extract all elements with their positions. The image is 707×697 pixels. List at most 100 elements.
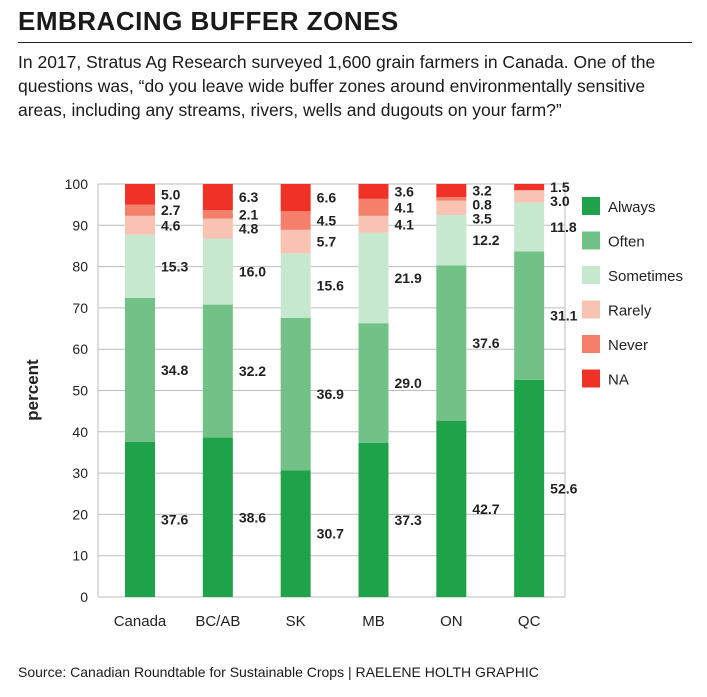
data-label: 5.7 — [317, 234, 337, 250]
bar-segment-never — [125, 204, 155, 216]
y-tick-label: 10 — [72, 548, 88, 564]
bar-segment-na — [125, 184, 155, 205]
bar-segment-sometimes — [436, 214, 467, 266]
title-rule — [18, 42, 692, 43]
data-label: 4.1 — [395, 199, 415, 215]
bar-segment-na — [514, 184, 545, 191]
legend-label: Never — [608, 337, 648, 354]
x-category-label: ON — [440, 613, 463, 630]
bar-segment-na — [358, 184, 389, 199]
x-category-label: MB — [362, 613, 385, 630]
bar-segment-rarely — [125, 215, 155, 235]
data-label: 37.3 — [395, 512, 422, 528]
legend-swatch-rarely — [582, 300, 600, 319]
bar-segment-always — [202, 437, 233, 597]
y-tick-label: 0 — [80, 589, 88, 605]
bar-segment-rarely — [280, 229, 311, 254]
legend-swatch-always — [582, 197, 600, 215]
bar-segment-often — [202, 304, 233, 438]
legend-label: NA — [608, 372, 629, 389]
y-tick-label: 50 — [72, 383, 88, 399]
bar-segment-often — [436, 265, 467, 421]
data-label: 11.8 — [550, 219, 577, 235]
legend-swatch-never — [582, 335, 600, 353]
bar-segment-always — [514, 379, 545, 597]
data-label: 37.6 — [161, 511, 188, 527]
data-label: 29.0 — [395, 375, 422, 391]
bar-segment-rarely — [202, 218, 233, 239]
data-label: 4.6 — [161, 217, 181, 233]
legend-label: Sometimes — [608, 268, 683, 285]
x-axis-categories: Canada BC/AB SK MB ON QC — [114, 613, 541, 630]
y-tick-label: 40 — [72, 424, 88, 440]
data-label: 3.6 — [395, 183, 415, 199]
data-label: 15.6 — [317, 278, 344, 294]
data-label: 30.7 — [317, 526, 344, 542]
data-label: 32.2 — [239, 363, 266, 379]
data-label: 31.1 — [550, 308, 577, 324]
data-label: 4.1 — [395, 216, 415, 232]
bar-segment-sometimes — [125, 234, 155, 298]
bar-segment-sometimes — [202, 238, 233, 305]
data-label: 2.1 — [239, 206, 259, 222]
data-label: 21.9 — [395, 270, 422, 286]
x-category-label: Canada — [114, 613, 167, 630]
bar-segment-sometimes — [514, 202, 545, 252]
y-tick-label: 20 — [72, 506, 88, 522]
data-label: 52.6 — [550, 480, 577, 496]
data-label: 4.8 — [239, 221, 259, 237]
data-label: 12.2 — [472, 232, 499, 248]
y-tick-label: 60 — [72, 341, 88, 357]
bar-segment-rarely — [514, 190, 545, 203]
bar-segment-always — [125, 441, 155, 597]
source-credit: Source: Canadian Roundtable for Sustaina… — [18, 664, 539, 680]
legend-label: Rarely — [608, 303, 652, 320]
data-label: 6.3 — [239, 189, 259, 205]
data-label: 38.6 — [239, 509, 266, 525]
data-labels: 5.02.74.6 15.3 34.8 37.6 6.32.14.8 16.0 32.2 38… — [161, 179, 578, 542]
data-label: 37.6 — [472, 335, 499, 351]
bar-segment-na — [280, 184, 311, 212]
data-label: 1.5 — [550, 179, 570, 195]
bars — [125, 184, 545, 597]
intro-text: In 2017, Stratus Ag Research surveyed 1,… — [18, 52, 656, 120]
legend-swatch-na — [582, 369, 600, 388]
bar-segment-never — [280, 211, 311, 230]
bar-segment-never — [436, 197, 467, 201]
bar-segment-often — [514, 251, 545, 380]
bar-segment-never — [202, 210, 233, 219]
data-label: 16.0 — [239, 264, 266, 280]
legend-swatch-often — [582, 231, 600, 250]
gridlines — [97, 183, 566, 598]
bar-segment-often — [280, 317, 311, 471]
data-label: 3.0 — [550, 193, 570, 209]
bar-segment-always — [280, 470, 311, 597]
data-label: 2.7 — [161, 202, 181, 218]
data-label: 36.9 — [317, 386, 344, 402]
bar-segment-na — [436, 184, 467, 198]
y-axis-ticks: 0 10 20 30 40 50 60 70 80 90 100 — [65, 176, 89, 605]
y-tick-label: 80 — [72, 259, 88, 275]
data-label: 42.7 — [472, 501, 499, 517]
y-tick-label: 70 — [72, 300, 88, 316]
x-category-label: SK — [286, 613, 306, 630]
data-label: 3.2 — [472, 183, 492, 199]
bar-segment-never — [358, 198, 389, 216]
y-tick-label: 100 — [65, 176, 89, 192]
y-tick-label: 30 — [72, 465, 88, 481]
bar-segment-sometimes — [358, 232, 389, 324]
legend-label: Often — [608, 234, 645, 251]
data-label: 34.8 — [161, 362, 188, 378]
bar-segment-often — [358, 323, 389, 443]
data-label: 15.3 — [161, 258, 188, 274]
bar-segment-always — [436, 420, 467, 597]
legend-swatch-sometimes — [582, 266, 600, 284]
bar-segment-na — [202, 184, 233, 211]
bar-segment-rarely — [358, 215, 389, 233]
data-label: 0.8 — [472, 197, 492, 213]
bar-segment-sometimes — [280, 253, 311, 318]
y-axis-label: percent — [23, 359, 42, 421]
bar-segment-always — [358, 442, 389, 597]
legend: Always Often Sometimes Rarely Never NA — [582, 197, 683, 389]
